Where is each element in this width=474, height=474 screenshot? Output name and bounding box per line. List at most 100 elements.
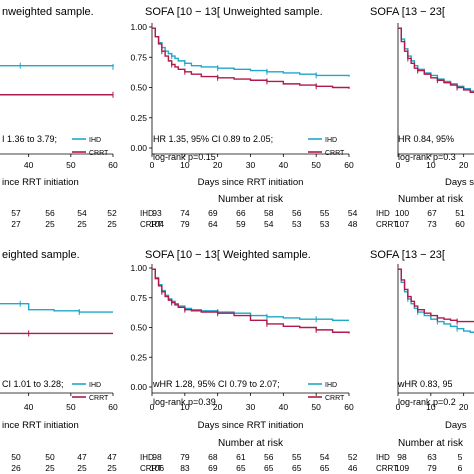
- risk-value: 109: [395, 463, 409, 473]
- series-line-crrt: [152, 27, 350, 89]
- risk-value: 55: [292, 452, 302, 462]
- legend-label-ihd: IHD: [325, 382, 337, 389]
- risk-value: 55: [320, 208, 330, 218]
- risk-value: 51: [455, 208, 465, 218]
- y-tick-label: 1.00: [130, 22, 147, 32]
- hr-annotation: I 1.36 to 3.79;: [2, 134, 57, 144]
- x-tick-label: 60: [344, 402, 354, 412]
- risk-value: 46: [348, 463, 358, 473]
- x-tick-label: 40: [279, 402, 289, 412]
- hr-annotation: HR 1.35, 95% CI 0.89 to 2.05;: [153, 134, 273, 144]
- y-tick-label: 0.75: [130, 293, 147, 303]
- x-axis-label: ince RRT initiation: [2, 177, 79, 188]
- series-line-crrt: [398, 27, 474, 94]
- panel-title: eighted sample.: [2, 249, 80, 261]
- x-tick-label: 50: [311, 402, 321, 412]
- hr-annotation: wHR 1.28, 95% CI 0.79 to 2.07;: [152, 379, 280, 389]
- x-tick-label: 20: [213, 402, 223, 412]
- series-line-ihd: [398, 268, 474, 333]
- y-tick-label: 0.25: [130, 352, 147, 362]
- risk-value: 69: [208, 463, 218, 473]
- legend-label-crrt: CRRT: [89, 395, 109, 402]
- hr-annotation: HR 0.84, 95%: [398, 134, 454, 144]
- risk-value: 54: [320, 452, 330, 462]
- panel-bottom-middle: SOFA [10 − 13[ Weighted sample. 0.00 0.25 0…: [130, 249, 357, 473]
- risk-value: 74: [180, 208, 190, 218]
- risk-table-title: Number at risk: [218, 438, 284, 449]
- x-tick-label: 50: [66, 160, 76, 170]
- risk-value: 50: [11, 452, 21, 462]
- panel-title: SOFA [13 − 23[: [370, 249, 445, 261]
- risk-value: 66: [236, 208, 246, 218]
- risk-value: 65: [292, 463, 302, 473]
- risk-value: 79: [180, 219, 190, 229]
- legend-label-ihd: IHD: [89, 137, 101, 144]
- x-tick-label: 0: [150, 160, 155, 170]
- y-tick-label: 0.75: [130, 52, 147, 62]
- risk-value: 25: [107, 463, 117, 473]
- x-tick-label: 10: [180, 160, 190, 170]
- risk-value: 56: [45, 208, 55, 218]
- risk-value: 65: [320, 463, 330, 473]
- risk-value: 63: [427, 452, 437, 462]
- risk-value: 79: [180, 452, 190, 462]
- y-tick-label: 0.25: [130, 113, 147, 123]
- y-tick-label: 1.00: [130, 263, 147, 273]
- legend-label-crrt: CRRT: [325, 150, 345, 157]
- series-line-crrt: [0, 94, 113, 96]
- x-axis-label: Days since RRT initiation: [198, 420, 304, 431]
- risk-value: 54: [77, 208, 87, 218]
- legend-label-ihd: IHD: [325, 137, 337, 144]
- risk-value: 47: [107, 452, 117, 462]
- x-tick-label: 20: [213, 160, 223, 170]
- risk-table-title: Number at risk: [218, 194, 284, 205]
- x-tick-label: 50: [311, 160, 321, 170]
- x-tick-label: 40: [24, 402, 34, 412]
- series-line-ihd: [152, 268, 349, 322]
- risk-value: 59: [236, 219, 246, 229]
- x-tick-label: 10: [426, 160, 436, 170]
- risk-value: 26: [11, 463, 21, 473]
- risk-value: 47: [77, 452, 87, 462]
- series-line-crrt: [0, 332, 113, 335]
- risk-value: 54: [264, 219, 274, 229]
- panel-top-right: SOFA [13 − 23[0 10 20 Days s HR 0.84, 95% log…: [370, 6, 474, 229]
- panel-bottom-left: eighted sample.30405060ince RRT initiati…: [0, 249, 118, 473]
- panel-title: SOFA [13 − 23[: [370, 6, 445, 18]
- risk-value: 56: [292, 208, 302, 218]
- series-line-ihd: [0, 65, 114, 67]
- risk-value: 52: [348, 452, 358, 462]
- x-tick-label: 10: [426, 402, 436, 412]
- series-line-ihd: [152, 27, 350, 77]
- risk-value: 69: [208, 208, 218, 218]
- risk-value: 58: [264, 208, 274, 218]
- x-tick-label: 60: [108, 402, 118, 412]
- risk-value: 52: [107, 208, 117, 218]
- panel-title: SOFA [10 − 13[ Weighted sample.: [145, 249, 311, 261]
- x-tick-label: 0: [396, 160, 401, 170]
- risk-value: 65: [264, 463, 274, 473]
- risk-row-label: IHD: [376, 209, 390, 218]
- risk-value: 6: [458, 463, 463, 473]
- risk-value: 106: [150, 463, 164, 473]
- risk-value: 25: [77, 463, 87, 473]
- y-tick-label: 0.50: [130, 323, 147, 333]
- panel-title: SOFA [10 − 13[ Unweighted sample.: [145, 6, 323, 18]
- risk-row-label: CRRT: [376, 220, 398, 229]
- x-axis-label: Days: [445, 420, 467, 431]
- risk-value: 50: [45, 452, 55, 462]
- x-tick-label: 50: [66, 402, 76, 412]
- x-tick-label: 30: [246, 402, 256, 412]
- x-tick-label: 20: [459, 402, 469, 412]
- y-tick-label: 0.00: [130, 382, 147, 392]
- panel-top-middle: SOFA [10 − 13[ Unweighted sample. 0.00 0.2…: [130, 6, 357, 229]
- risk-value: 53: [320, 219, 330, 229]
- risk-value: 83: [180, 463, 190, 473]
- risk-value: 98: [397, 452, 407, 462]
- logrank-annotation: log-rank p=0.2: [398, 397, 456, 407]
- risk-value: 79: [427, 463, 437, 473]
- series-line-ihd: [0, 303, 113, 313]
- risk-value: 25: [45, 463, 55, 473]
- risk-value: 48: [348, 219, 358, 229]
- x-tick-label: 40: [24, 160, 34, 170]
